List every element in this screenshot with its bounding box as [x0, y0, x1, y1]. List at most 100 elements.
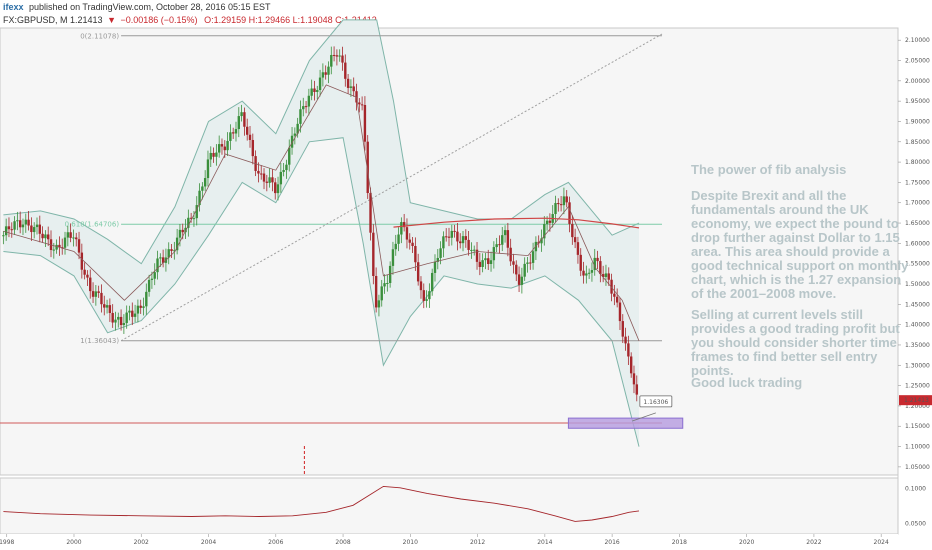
candle-body [108, 305, 112, 313]
annotation-line: points. [691, 363, 734, 378]
candle-body [442, 236, 445, 249]
candle-body [156, 258, 159, 273]
candle-body [613, 293, 616, 297]
price-tick: 1.05000 [905, 464, 930, 471]
candle-body [296, 123, 299, 134]
candle-body [217, 144, 221, 153]
price-tick: 1.20000 [905, 403, 930, 410]
fib-label: 1(1.36043) [80, 337, 119, 345]
candle-body [103, 304, 106, 308]
price-tick: 2.00000 [905, 78, 930, 85]
time-tick: 2010 [403, 539, 418, 546]
time-tick: 2008 [335, 539, 350, 546]
candle-body [579, 254, 582, 271]
candle-body [344, 62, 347, 79]
price-tick: 1.50000 [905, 281, 930, 288]
candle-body [276, 184, 280, 194]
candle-body [161, 257, 165, 263]
candle-body [170, 249, 173, 251]
candle-body [512, 261, 515, 265]
candle-body [80, 252, 84, 270]
price-tick: 1.95000 [905, 98, 930, 105]
candle-body [285, 164, 288, 171]
candle-body [271, 177, 274, 183]
candle-body [559, 204, 563, 206]
candle-body [501, 235, 504, 245]
candle-body [231, 132, 235, 134]
candle-body [16, 220, 19, 222]
candle-body [363, 104, 367, 142]
candle-body [94, 291, 98, 297]
candle-body [105, 305, 109, 308]
author-name[interactable]: ifexx [3, 2, 24, 12]
candle-body [327, 66, 330, 75]
time-tick: 1998 [0, 539, 15, 546]
candle-body [173, 250, 176, 252]
price-tick: 2.05000 [905, 58, 930, 65]
candle-body [506, 230, 510, 248]
candle-body [565, 196, 568, 203]
candle-body [386, 283, 389, 285]
candle-body [181, 229, 184, 233]
candle-body [324, 72, 327, 75]
candle-body [290, 135, 294, 148]
candle-body [38, 224, 41, 234]
candle-body [540, 238, 543, 244]
ohlc-values: O:1.29159 H:1.29466 L:1.19048 C:1.21413 [204, 15, 377, 25]
candle-body [133, 313, 137, 317]
candle-body [635, 384, 638, 395]
candle-body [307, 95, 311, 107]
candle-body [397, 234, 400, 244]
indicator-pane[interactable] [0, 477, 899, 535]
candle-body [153, 272, 156, 279]
candle-body [24, 219, 27, 225]
candle-body [554, 203, 557, 215]
candle-body [503, 230, 507, 236]
ma-line [3, 84, 640, 342]
candle-body [83, 269, 86, 275]
candle-body [478, 261, 482, 267]
candle-body [515, 264, 518, 275]
candle-body [489, 260, 493, 265]
candle-body [246, 126, 249, 135]
candle-body [383, 283, 386, 287]
annotation-line: you should consider shorter time [691, 335, 897, 350]
candle-body [526, 262, 529, 264]
candle-body [302, 106, 305, 110]
time-tick: 2020 [739, 539, 754, 546]
candle-body [321, 72, 325, 78]
candle-body [498, 244, 501, 246]
candle-body [192, 218, 196, 220]
candle-body [122, 323, 126, 326]
time-axis[interactable] [0, 534, 898, 550]
candle-body [629, 356, 633, 374]
candle-body [318, 77, 322, 91]
change-value: −0.00186 (−0.15%) [121, 15, 198, 25]
candle-body [425, 299, 428, 301]
candle-body [282, 170, 285, 172]
candle-body [44, 234, 47, 239]
time-tick: 2002 [134, 539, 149, 546]
candle-body [461, 236, 465, 244]
candle-body [66, 232, 70, 238]
candle-body [587, 272, 591, 274]
candle-body [75, 237, 78, 240]
candle-body [201, 186, 204, 191]
candle-body [557, 203, 560, 205]
price-tick: 2.10000 [905, 37, 930, 44]
time-tick: 2006 [268, 539, 283, 546]
candle-body [408, 239, 411, 243]
candle-body [55, 244, 58, 250]
lower-band-line [3, 137, 640, 447]
candle-body [543, 224, 546, 239]
candle-body [475, 249, 479, 262]
candle-body [243, 112, 246, 127]
candle-body [481, 260, 484, 267]
annotation-line: Selling at current levels still [691, 307, 863, 322]
time-tick: 2016 [604, 539, 619, 546]
callout-value: 1.16306 [643, 399, 668, 406]
annotation-text: The power of fib analysis Despite Brexit… [691, 162, 909, 390]
price-axis[interactable] [898, 28, 932, 534]
candle-body [128, 310, 131, 313]
candles [2, 46, 638, 402]
